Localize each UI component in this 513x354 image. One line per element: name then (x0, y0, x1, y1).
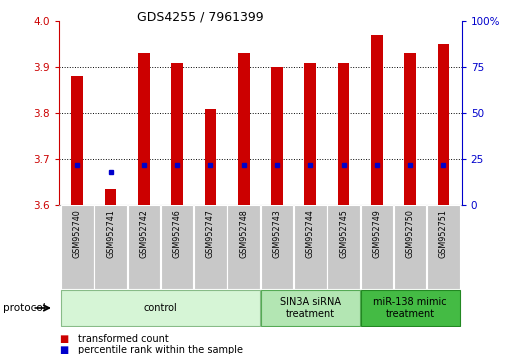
Text: transformed count: transformed count (78, 334, 169, 344)
Text: GSM952740: GSM952740 (73, 210, 82, 258)
Bar (261, 290, 360, 326)
Bar (338, 63, 349, 205)
Bar (61, 205, 93, 289)
Text: GSM952743: GSM952743 (272, 210, 282, 258)
Bar (261, 205, 293, 289)
Text: control: control (144, 303, 177, 313)
Bar (194, 205, 227, 289)
Bar (71, 76, 83, 205)
Bar (161, 205, 193, 289)
Text: GSM952746: GSM952746 (173, 210, 182, 258)
Text: GSM952745: GSM952745 (339, 210, 348, 258)
Text: ■: ■ (59, 334, 68, 344)
Text: GSM952751: GSM952751 (439, 210, 448, 258)
Text: SIN3A siRNA
treatment: SIN3A siRNA treatment (280, 297, 341, 319)
Bar (304, 63, 316, 205)
Bar (361, 290, 460, 326)
Bar (438, 44, 449, 205)
Text: GSM952749: GSM952749 (372, 210, 381, 258)
Text: GSM952748: GSM952748 (239, 210, 248, 258)
Text: GSM952741: GSM952741 (106, 210, 115, 258)
Text: GDS4255 / 7961399: GDS4255 / 7961399 (136, 11, 263, 24)
Bar (361, 205, 393, 289)
Text: GSM952742: GSM952742 (140, 210, 148, 258)
Bar (94, 205, 127, 289)
Bar (371, 35, 383, 205)
Bar (294, 205, 327, 289)
Text: miR-138 mimic
treatment: miR-138 mimic treatment (373, 297, 447, 319)
Bar (227, 205, 260, 289)
Bar (427, 205, 460, 289)
Bar (327, 205, 360, 289)
Bar (394, 205, 426, 289)
Bar (205, 109, 216, 205)
Text: GSM952744: GSM952744 (306, 210, 315, 258)
Bar (138, 53, 150, 205)
Bar (61, 290, 260, 326)
Text: GSM952747: GSM952747 (206, 210, 215, 258)
Bar (238, 53, 249, 205)
Bar (105, 189, 116, 205)
Bar (404, 53, 416, 205)
Text: GSM952750: GSM952750 (406, 210, 415, 258)
Text: protocol: protocol (3, 303, 45, 313)
Text: ■: ■ (59, 345, 68, 354)
Bar (171, 63, 183, 205)
Bar (271, 67, 283, 205)
Text: percentile rank within the sample: percentile rank within the sample (78, 345, 244, 354)
Bar (128, 205, 160, 289)
